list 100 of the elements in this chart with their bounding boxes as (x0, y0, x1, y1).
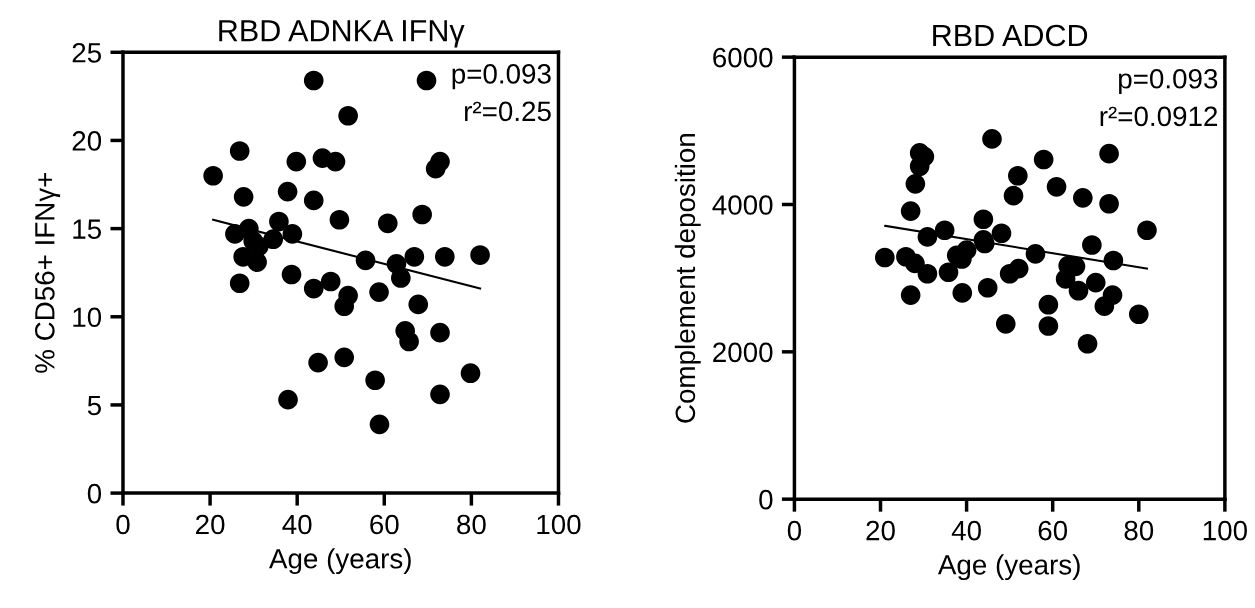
y-axis-title: Complement deposition (674, 134, 701, 423)
point (263, 229, 284, 250)
point (934, 220, 955, 241)
y-tick-label: 10 (73, 307, 102, 328)
x-axis-title: Age (years) (937, 554, 1080, 581)
point (982, 129, 1002, 149)
point (995, 314, 1016, 334)
chart-title: RBD ADCD (933, 24, 1088, 47)
point (460, 363, 481, 384)
point (1099, 143, 1119, 164)
point (203, 165, 223, 186)
point (938, 262, 959, 283)
point (1077, 333, 1098, 354)
point (369, 282, 389, 302)
point (1033, 149, 1054, 170)
point (905, 253, 925, 274)
y-tick-label: 4000 (712, 195, 773, 215)
chart-title: RBD ADNKA IFNγ (219, 20, 465, 48)
y-tick-label: 25 (72, 42, 101, 63)
point (269, 211, 289, 232)
point (1073, 188, 1093, 208)
point (416, 70, 437, 91)
x-tick-label: 100 (537, 514, 581, 535)
x-tick-label: 100 (1203, 520, 1247, 541)
y-tick-label: 6000 (713, 47, 773, 68)
point (308, 352, 328, 373)
point (303, 278, 324, 299)
point (1008, 165, 1028, 186)
point (1068, 280, 1089, 301)
point (412, 204, 432, 225)
point (399, 331, 419, 352)
point (325, 151, 346, 172)
point (329, 209, 350, 230)
point (1099, 193, 1119, 214)
point (334, 296, 355, 317)
x-tick-label: 80 (1124, 520, 1154, 541)
point (900, 285, 921, 305)
point (1128, 304, 1149, 325)
point (303, 190, 324, 211)
annotation: r²=0.25 (465, 101, 551, 122)
point (391, 268, 411, 288)
point (1025, 244, 1046, 264)
point (365, 370, 385, 391)
point (1038, 294, 1059, 315)
point (991, 223, 1012, 244)
y-tick-label: 0 (87, 483, 102, 504)
point (281, 264, 302, 285)
point (917, 263, 938, 284)
point (905, 174, 926, 194)
point (952, 283, 973, 303)
point (286, 151, 307, 172)
point (404, 247, 425, 267)
point (1137, 220, 1157, 241)
x-axis-title: Age (years) (269, 548, 411, 575)
point (369, 414, 390, 435)
x-tick-label: 0 (116, 514, 130, 535)
point (430, 151, 450, 172)
point (1082, 235, 1102, 255)
x-tick-label: 40 (951, 520, 981, 541)
point (1085, 272, 1106, 293)
x-tick-label: 60 (1038, 520, 1068, 541)
x-tick-label: 80 (457, 514, 486, 535)
y-tick-label: 15 (73, 219, 101, 239)
point (1103, 250, 1124, 271)
point (355, 250, 376, 271)
point (320, 271, 341, 292)
y-tick-label: 20 (72, 131, 102, 151)
point (430, 322, 450, 343)
point (377, 213, 398, 234)
point (917, 227, 938, 247)
y-tick-label: 2000 (713, 342, 773, 363)
point (1094, 296, 1115, 316)
point (434, 247, 455, 267)
x-tick-label: 60 (370, 514, 399, 535)
y-tick-label: 0 (759, 489, 773, 510)
point (338, 105, 358, 126)
point (334, 347, 355, 368)
y-axis-title: % CD56+ IFNγ+ (34, 172, 61, 373)
point (282, 224, 303, 244)
annotation: p=0.093 (1119, 68, 1218, 95)
x-tick-label: 40 (282, 514, 312, 535)
annotation: p=0.093 (452, 64, 551, 90)
point (430, 384, 450, 405)
point (977, 277, 998, 298)
point (233, 187, 254, 207)
point (1008, 258, 1029, 279)
point (303, 70, 324, 91)
point (229, 273, 250, 294)
point (874, 247, 895, 268)
point (1046, 176, 1067, 197)
annotation: r²=0.0912 (1100, 106, 1218, 127)
point (277, 181, 298, 202)
point (1003, 185, 1024, 206)
point (1038, 316, 1059, 336)
point (973, 209, 994, 230)
x-tick-label: 0 (787, 520, 802, 541)
point (247, 252, 267, 272)
point (470, 245, 490, 265)
point (900, 201, 921, 221)
y-tick-label: 5 (87, 395, 101, 416)
